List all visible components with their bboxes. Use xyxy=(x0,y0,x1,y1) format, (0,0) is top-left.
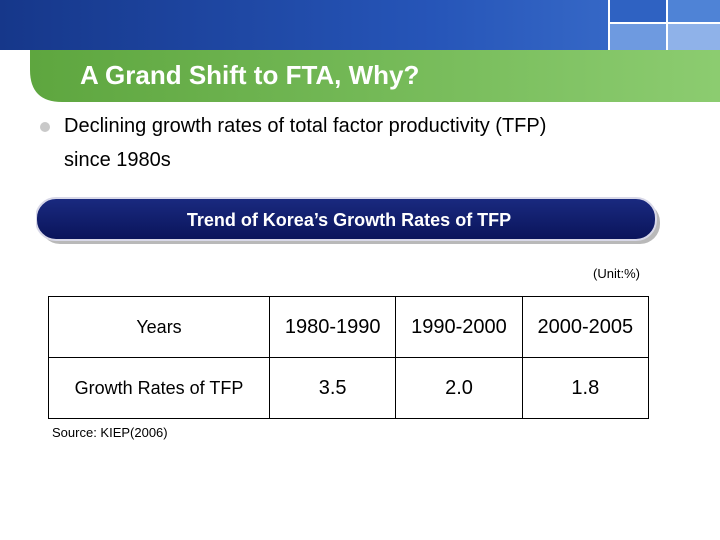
table-row: Growth Rates of TFP 3.5 2.0 1.8 xyxy=(48,357,650,419)
table-row-label: Growth Rates of TFP xyxy=(48,357,270,419)
header-bar-graphic xyxy=(0,0,720,50)
header-bar xyxy=(0,0,720,50)
unit-label: (Unit:%) xyxy=(593,266,640,281)
bullet-text-line1: Declining growth rates of total factor p… xyxy=(64,115,547,137)
table-header-period: 1990-2000 xyxy=(395,296,523,358)
tfp-table: Years 1980-1990 1990-2000 2000-2005 Grow… xyxy=(48,296,650,419)
bullet-icon xyxy=(40,122,50,132)
table-header-label: Years xyxy=(48,296,270,358)
slide-title: A Grand Shift to FTA, Why? xyxy=(80,60,420,90)
table-header-period: 2000-2005 xyxy=(521,296,650,358)
title-band-graphic xyxy=(30,50,720,102)
section-banner-title: Trend of Korea’s Growth Rates of TFP xyxy=(186,209,512,230)
table-cell-value: 1.8 xyxy=(521,357,650,419)
table-cell-value: 3.5 xyxy=(268,357,397,419)
source-note: Source: KIEP(2006) xyxy=(52,425,168,440)
bullet-text-line2: since 1980s xyxy=(64,149,171,171)
section-banner xyxy=(35,197,662,245)
table-header-period: 1980-1990 xyxy=(268,296,397,358)
title-band xyxy=(0,50,720,102)
table-header-row: Years 1980-1990 1990-2000 2000-2005 xyxy=(48,296,650,358)
table-cell-value: 2.0 xyxy=(395,357,523,419)
section-banner-graphic xyxy=(35,197,660,244)
